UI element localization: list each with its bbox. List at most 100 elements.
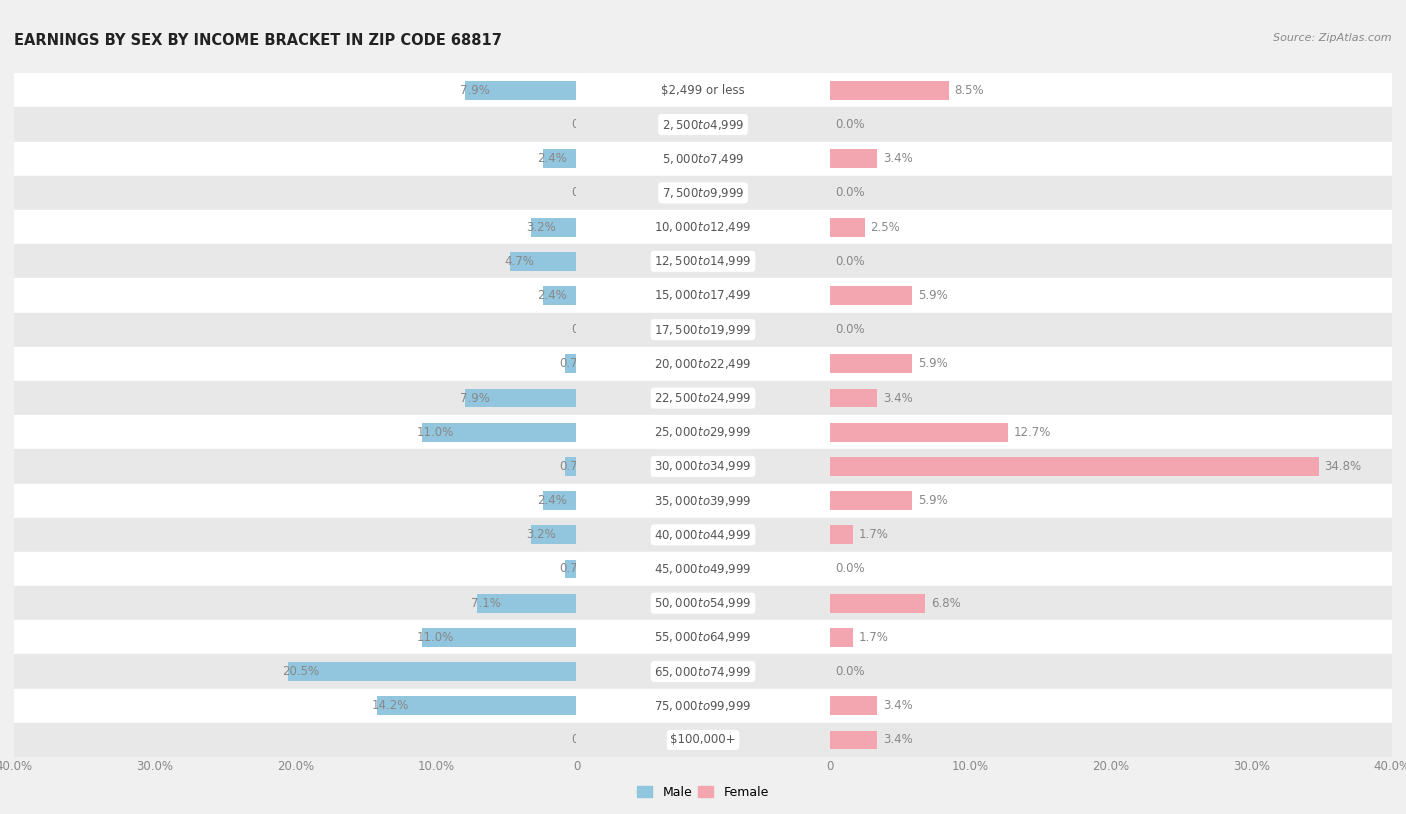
Text: 3.4%: 3.4%: [883, 392, 912, 405]
Bar: [830, 149, 877, 168]
Bar: [576, 278, 830, 313]
Bar: [14, 73, 576, 107]
Bar: [830, 628, 853, 647]
Bar: [14, 381, 576, 415]
Text: Source: ZipAtlas.com: Source: ZipAtlas.com: [1274, 33, 1392, 42]
Bar: [576, 552, 830, 586]
Text: 12.7%: 12.7%: [1014, 426, 1052, 439]
Text: 14.2%: 14.2%: [371, 699, 409, 712]
Text: 0.0%: 0.0%: [835, 118, 865, 131]
Bar: [576, 518, 830, 552]
Bar: [422, 422, 576, 442]
Bar: [830, 654, 1392, 689]
Bar: [830, 415, 1392, 449]
Bar: [531, 217, 576, 237]
Bar: [830, 552, 1392, 586]
Bar: [14, 484, 576, 518]
Bar: [14, 586, 576, 620]
Text: 0.0%: 0.0%: [835, 665, 865, 678]
Text: $100,000+: $100,000+: [671, 733, 735, 746]
Bar: [565, 559, 576, 579]
Text: $15,000 to $17,499: $15,000 to $17,499: [654, 288, 752, 303]
Bar: [465, 81, 576, 100]
Bar: [576, 142, 830, 176]
Bar: [576, 210, 830, 244]
Bar: [422, 628, 576, 647]
Bar: [377, 696, 576, 716]
Bar: [576, 244, 830, 278]
Text: $25,000 to $29,999: $25,000 to $29,999: [654, 425, 752, 440]
Bar: [576, 620, 830, 654]
Text: 0.79%: 0.79%: [560, 562, 598, 575]
Text: 3.4%: 3.4%: [883, 699, 912, 712]
Bar: [830, 491, 912, 510]
Text: $7,500 to $9,999: $7,500 to $9,999: [662, 186, 744, 200]
Text: 5.9%: 5.9%: [918, 494, 948, 507]
Bar: [14, 689, 576, 723]
Text: $17,500 to $19,999: $17,500 to $19,999: [654, 322, 752, 337]
Bar: [576, 654, 830, 689]
Bar: [830, 730, 877, 750]
Bar: [14, 278, 576, 313]
Bar: [14, 723, 576, 757]
Text: 7.9%: 7.9%: [460, 392, 489, 405]
Bar: [830, 593, 925, 613]
Text: 2.5%: 2.5%: [870, 221, 900, 234]
Bar: [576, 313, 830, 347]
Bar: [830, 422, 1008, 442]
Bar: [288, 662, 576, 681]
Bar: [830, 388, 877, 408]
Text: 5.9%: 5.9%: [918, 289, 948, 302]
Bar: [830, 457, 1319, 476]
Bar: [830, 381, 1392, 415]
Text: 3.2%: 3.2%: [526, 528, 555, 541]
Text: $45,000 to $49,999: $45,000 to $49,999: [654, 562, 752, 576]
Text: 2.4%: 2.4%: [537, 494, 567, 507]
Legend: Male, Female: Male, Female: [633, 781, 773, 803]
Text: 0.0%: 0.0%: [835, 255, 865, 268]
Text: $35,000 to $39,999: $35,000 to $39,999: [654, 493, 752, 508]
Text: 8.5%: 8.5%: [955, 84, 984, 97]
Text: $40,000 to $44,999: $40,000 to $44,999: [654, 527, 752, 542]
Text: $12,500 to $14,999: $12,500 to $14,999: [654, 254, 752, 269]
Bar: [830, 689, 1392, 723]
Text: 34.8%: 34.8%: [1324, 460, 1361, 473]
Text: $2,500 to $4,999: $2,500 to $4,999: [662, 117, 744, 132]
Bar: [565, 354, 576, 374]
Text: 0.0%: 0.0%: [571, 323, 600, 336]
Bar: [830, 81, 949, 100]
Bar: [576, 449, 830, 484]
Text: 0.0%: 0.0%: [835, 562, 865, 575]
Text: $10,000 to $12,499: $10,000 to $12,499: [654, 220, 752, 234]
Text: 1.7%: 1.7%: [859, 631, 889, 644]
Bar: [510, 252, 576, 271]
Text: $5,000 to $7,499: $5,000 to $7,499: [662, 151, 744, 166]
Text: $65,000 to $74,999: $65,000 to $74,999: [654, 664, 752, 679]
Bar: [830, 518, 1392, 552]
Bar: [14, 449, 576, 484]
Text: $20,000 to $22,499: $20,000 to $22,499: [654, 357, 752, 371]
Bar: [830, 176, 1392, 210]
Bar: [576, 176, 830, 210]
Text: $50,000 to $54,999: $50,000 to $54,999: [654, 596, 752, 610]
Bar: [576, 73, 830, 107]
Text: 3.4%: 3.4%: [883, 152, 912, 165]
Bar: [830, 217, 865, 237]
Bar: [830, 723, 1392, 757]
Bar: [830, 142, 1392, 176]
Bar: [830, 286, 912, 305]
Bar: [576, 723, 830, 757]
Bar: [830, 620, 1392, 654]
Bar: [830, 347, 1392, 381]
Text: 11.0%: 11.0%: [416, 631, 453, 644]
Text: $22,500 to $24,999: $22,500 to $24,999: [654, 391, 752, 405]
Bar: [830, 525, 853, 545]
Bar: [576, 484, 830, 518]
Bar: [576, 107, 830, 142]
Bar: [576, 586, 830, 620]
Bar: [14, 415, 576, 449]
Bar: [14, 654, 576, 689]
Text: $55,000 to $64,999: $55,000 to $64,999: [654, 630, 752, 645]
Bar: [830, 73, 1392, 107]
Bar: [830, 586, 1392, 620]
